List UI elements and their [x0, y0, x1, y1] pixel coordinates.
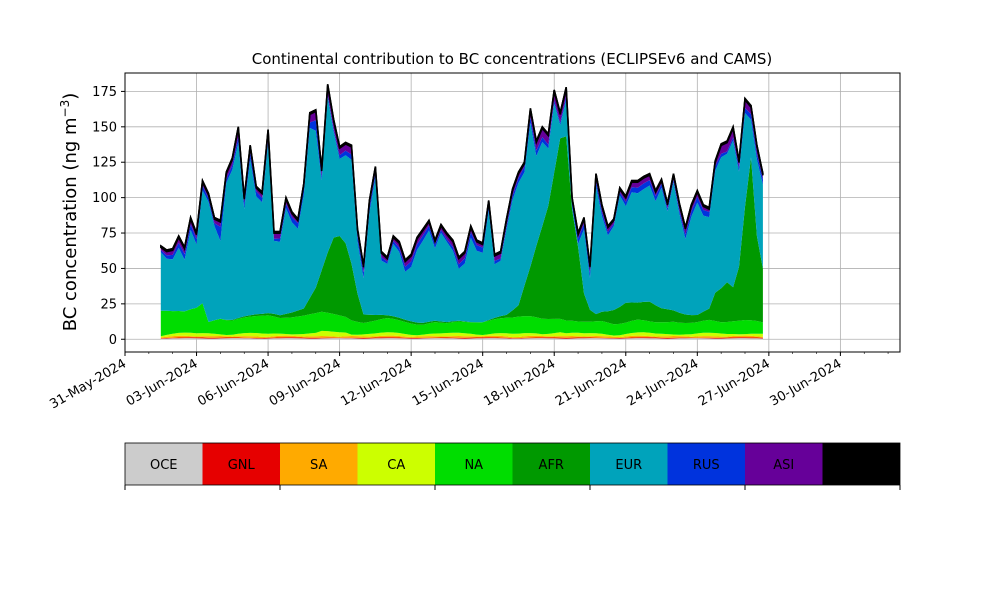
plot-frame — [124, 72, 901, 353]
x-tick-label: 30-Jun-2024 — [768, 356, 845, 409]
x-tick-label: 21-Jun-2024 — [553, 356, 630, 409]
legend-label-aus: AUS — [848, 458, 875, 473]
legend-swatch-na — [435, 443, 513, 485]
legend-label-afr: AFR — [539, 458, 564, 473]
y-tick-label: 0 — [109, 333, 117, 348]
legend-swatch-rus — [667, 443, 745, 485]
y-tick-label: 25 — [100, 297, 117, 312]
legend-label-ca: CA — [387, 458, 405, 473]
legend-label-sa: SA — [310, 458, 327, 473]
x-tick-label: 31-May-2024 — [47, 356, 129, 412]
legend-swatch-oce — [125, 443, 203, 485]
x-tick-label: 18-Jun-2024 — [481, 356, 558, 409]
stacked-areas — [160, 84, 764, 340]
area-ca — [160, 330, 763, 338]
y-tick-label: 175 — [92, 85, 117, 100]
x-tick-label: 27-Jun-2024 — [696, 356, 773, 409]
legend-label-gnl: GNL — [228, 458, 256, 473]
x-tick-label: 24-Jun-2024 — [624, 356, 701, 409]
legend-label-asi: ASI — [773, 458, 794, 473]
area-gnl — [160, 337, 763, 339]
legend-label-na: NA — [464, 458, 483, 473]
x-tick-label: 09-Jun-2024 — [267, 356, 344, 409]
legend-label-oce: OCE — [150, 458, 178, 473]
legend-swatch-asi — [745, 443, 823, 485]
y-tick-label: 100 — [92, 191, 117, 206]
area-sa — [160, 335, 763, 339]
chart-title: Continental contribution to BC concentra… — [252, 50, 773, 68]
x-tick-label: 03-Jun-2024 — [124, 356, 201, 409]
area-rus — [160, 94, 763, 279]
legend-swatch-sa — [280, 443, 358, 485]
legend-swatch-ca — [357, 443, 435, 485]
area-eur — [160, 97, 763, 323]
legend-swatch-aus — [822, 443, 900, 485]
x-tick-label: 06-Jun-2024 — [195, 356, 272, 409]
y-axis-label-main: BC concentration (ng m — [60, 117, 81, 331]
y-axis-label-superscript: −3 — [58, 100, 72, 118]
legend: OCE GNL SA CA NA AFR EUR RUS ASI AUS — [124, 442, 901, 490]
x-tick-label: 12-Jun-2024 — [338, 356, 415, 409]
y-axis-label-end: ) — [60, 93, 81, 100]
legend-swatch-gnl — [202, 443, 280, 485]
legend-label-eur: EUR — [615, 458, 642, 473]
legend-frame — [124, 442, 901, 486]
legend-swatch-afr — [512, 443, 590, 485]
y-tick-label: 125 — [92, 156, 117, 171]
y-axis-label: BC concentration (ng m−3) — [58, 93, 81, 332]
legend-swatch-eur — [590, 443, 668, 485]
y-tick-label: 75 — [100, 227, 117, 242]
area-na — [160, 303, 763, 337]
y-tick-label: 50 — [100, 262, 117, 277]
legend-label-rus: RUS — [693, 458, 720, 473]
x-tick-label: 15-Jun-2024 — [410, 356, 487, 409]
y-tick-label: 150 — [92, 120, 117, 135]
area-oce — [160, 338, 763, 340]
total-outline — [160, 84, 764, 266]
